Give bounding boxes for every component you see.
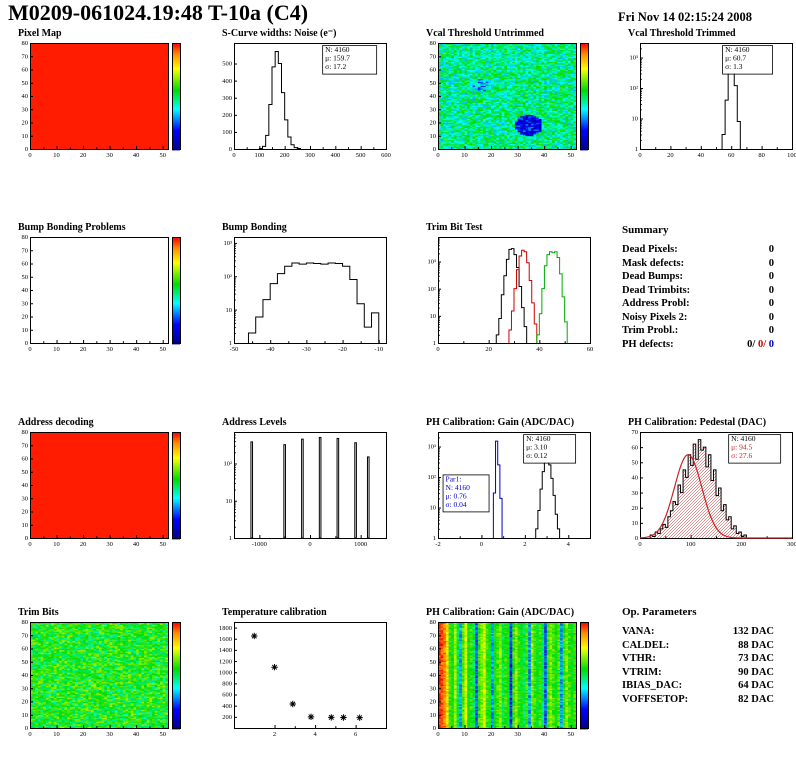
panel-bump-bonding: Bump Bonding <box>210 222 394 356</box>
row-value: 88 DAC <box>738 639 774 651</box>
panel-bump-bonding-problems: Bump Bonding Problems <box>6 222 190 356</box>
text-row: VTHR: 73 DAC <box>622 652 774 666</box>
row-label: Noisy Pixels 2: <box>622 311 688 323</box>
panel-vcal-untrimmed: Vcal Threshold Untrimmed <box>414 28 598 162</box>
row-label: IBIAS_DAC: <box>622 680 683 691</box>
text-row: VOFFSETOP: 82 DAC <box>622 693 774 707</box>
row-label: Dead Pixels: <box>622 244 678 255</box>
chart-title: Address Levels <box>222 417 287 428</box>
panel-ph-gain-map: PH Calibration: Gain (ADC/DAC) <box>414 607 598 741</box>
row-label: Dead Bumps: <box>622 271 683 282</box>
row-label: VTRIM: <box>622 666 662 678</box>
row-value: 0 <box>768 244 774 255</box>
page-title: M0209-061024.19:48 T-10a (C4) <box>8 0 309 25</box>
row-label: CALDEL: <box>622 639 670 651</box>
row-value: 90 DAC <box>738 666 774 678</box>
text-row: Trim Probl.: 0 <box>622 324 774 338</box>
panel-trim-bits: Trim Bits <box>6 607 190 741</box>
bump-bonding-problems-chart <box>6 234 190 356</box>
address-decoding-chart <box>6 429 190 551</box>
row-value: 0 <box>768 257 774 269</box>
row-value: 0/ 0/ 0 <box>747 338 774 350</box>
panel-scurve-noise: S-Curve widths: Noise (e⁻) <box>210 28 394 162</box>
row-label: PH defects: <box>622 338 674 350</box>
chart-title: PH Calibration: Pedestal (DAC) <box>628 417 767 428</box>
row-value: 0 <box>768 271 774 282</box>
temperature-calibration-chart <box>210 619 394 741</box>
text-row: Dead Bumps: 0 <box>622 270 774 284</box>
chart-title: Trim Bit Test <box>426 222 483 233</box>
summary-panel: Summary Dead Pixels: 0 Mask defects: 0 Dead … <box>622 224 774 351</box>
panel-pixel-map: Pixel Map <box>6 28 190 162</box>
chart-title: PH Calibration: Gain (ADC/DAC) <box>426 417 575 428</box>
vcal-untrimmed-chart <box>414 40 598 162</box>
row-label: Address Probl: <box>622 298 690 309</box>
pixel-map-chart <box>6 40 190 162</box>
row-value: 0 <box>768 325 774 336</box>
op-parameters-rows: VANA: 132 DAC CALDEL: 88 DAC VTHR: 73 DAC VTRI… <box>622 625 774 706</box>
text-row: Dead Trimbits: 0 <box>622 284 774 298</box>
row-label: Mask defects: <box>622 257 685 269</box>
row-label: VTHR: <box>622 653 656 664</box>
row-value: 0 <box>768 298 774 309</box>
row-value: 82 DAC <box>738 693 774 705</box>
bump-bonding-chart <box>210 234 394 356</box>
text-row: Dead Pixels: 0 <box>622 243 774 257</box>
panel-ph-pedestal: PH Calibration: Pedestal (DAC) <box>616 417 796 551</box>
row-value: 132 DAC <box>732 626 774 637</box>
chart-title: Pixel Map <box>18 28 62 39</box>
row-label: VANA: <box>622 626 655 637</box>
chart-title: S-Curve widths: Noise (e⁻) <box>222 28 337 39</box>
panel-address-decoding: Address decoding <box>6 417 190 551</box>
scurve-noise-chart <box>210 40 394 162</box>
row-label: Trim Probl.: <box>622 325 679 336</box>
text-row: Address Probl: 0 <box>622 297 774 311</box>
text-row: Noisy Pixels 2: 0 <box>622 311 774 325</box>
chart-title: Vcal Threshold Trimmed <box>628 28 736 39</box>
summary-rows: Dead Pixels: 0 Mask defects: 0 Dead Bumps: 0 D… <box>622 243 774 351</box>
chart-title: PH Calibration: Gain (ADC/DAC) <box>426 607 575 618</box>
chart-title: Bump Bonding <box>222 222 287 233</box>
op-parameters-title: Op. Parameters <box>622 606 697 618</box>
panel-vcal-trimmed: Vcal Threshold Trimmed <box>616 28 796 162</box>
summary-title: Summary <box>622 224 669 236</box>
ph-gain-hist-chart <box>414 429 598 551</box>
row-value: 0 <box>768 311 774 323</box>
text-row: CALDEL: 88 DAC <box>622 639 774 653</box>
row-label: Dead Trimbits: <box>622 284 691 296</box>
trim-bits-chart <box>6 619 190 741</box>
row-value: 64 DAC <box>738 680 774 691</box>
trim-bit-test-chart <box>414 234 598 356</box>
op-parameters-panel: Op. Parameters VANA: 132 DAC CALDEL: 88 DAC… <box>622 606 774 706</box>
text-row: Mask defects: 0 <box>622 257 774 271</box>
chart-title: Trim Bits <box>18 607 59 618</box>
row-value: 0 <box>768 284 774 296</box>
chart-title: Temperature calibration <box>222 607 327 618</box>
row-value: 73 DAC <box>738 653 774 664</box>
vcal-trimmed-chart <box>616 40 796 162</box>
address-levels-chart <box>210 429 394 551</box>
chart-title: Bump Bonding Problems <box>18 222 126 233</box>
panel-ph-gain-hist: PH Calibration: Gain (ADC/DAC) <box>414 417 598 551</box>
ph-pedestal-chart <box>616 429 796 551</box>
text-row: VANA: 132 DAC <box>622 625 774 639</box>
panel-trim-bit-test: Trim Bit Test <box>414 222 598 356</box>
text-row: PH defects: 0/ 0/ 0 <box>622 338 774 352</box>
panel-address-levels: Address Levels <box>210 417 394 551</box>
text-row: VTRIM: 90 DAC <box>622 666 774 680</box>
chart-title: Vcal Threshold Untrimmed <box>426 28 544 39</box>
text-row: IBIAS_DAC: 64 DAC <box>622 679 774 693</box>
panel-temperature-calibration: Temperature calibration <box>210 607 394 741</box>
row-label: VOFFSETOP: <box>622 693 689 705</box>
report-date: Fri Nov 14 02:15:24 2008 <box>618 10 753 24</box>
ph-gain-map-chart <box>414 619 598 741</box>
chart-title: Address decoding <box>18 417 94 428</box>
